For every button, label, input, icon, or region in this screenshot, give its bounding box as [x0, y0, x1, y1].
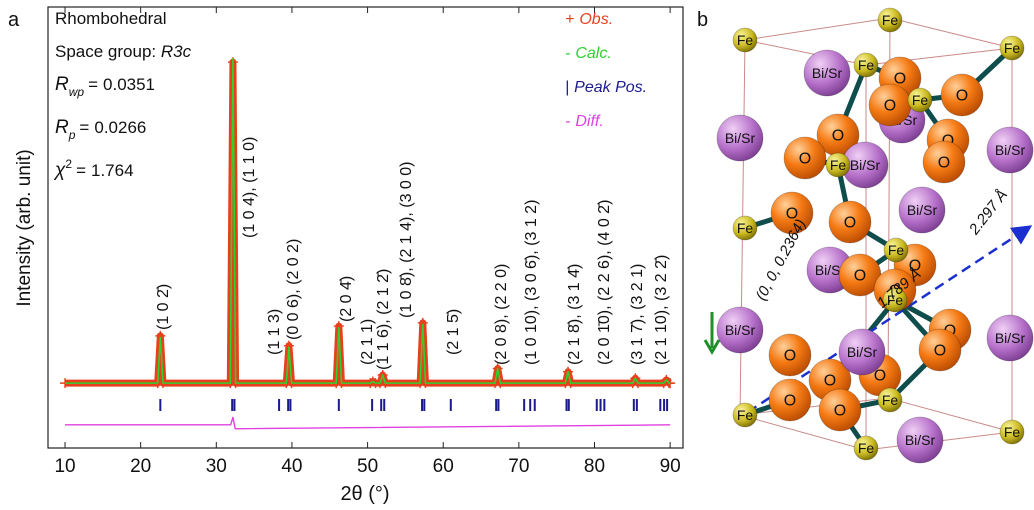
peak-label: (2 0 8), (2 2 0)	[493, 264, 510, 365]
peak-label: (1 0 8̄), (2 1 4), (3 0 0)	[398, 161, 415, 318]
space-group-text: Space group:	[55, 42, 156, 61]
stat-value: 1.764	[91, 161, 134, 180]
atom-label: Bi/Sr	[995, 330, 1026, 346]
atom-label: Bi/Sr	[847, 344, 878, 360]
panel-label: b	[697, 9, 708, 31]
x-tick-label: 90	[660, 456, 681, 477]
atom-label: Bi/Sr	[907, 202, 938, 218]
atom-label: Fe	[830, 157, 847, 173]
refinement-stat: χ2 = 1.764	[53, 157, 134, 181]
atom-label: O	[844, 215, 856, 232]
y-axis-label: Intensity (arb. unit)	[14, 149, 35, 306]
x-tick-label: 50	[357, 456, 378, 477]
atom-label: Fe	[912, 92, 929, 108]
peak-label: (3 1 7̄), (3 2 1)	[629, 264, 646, 365]
atom-label: O	[834, 403, 846, 420]
peak-label: (1 1 6), (2 1 2̄)	[375, 269, 392, 370]
figure: a b 2θ (°) Intensity (arb. unit) Rhomboh…	[0, 0, 1034, 510]
legend-entry: + Obs.	[565, 11, 613, 28]
refinement-stat: Rwp= 0.0351	[55, 74, 155, 99]
x-axis-label: 2θ (°)	[340, 483, 389, 505]
atom-label: O	[884, 98, 896, 115]
atom-label: O	[784, 393, 796, 410]
x-tick-label: 70	[508, 456, 529, 477]
stat-superscript: 2	[65, 157, 72, 171]
atom-label: O	[784, 348, 796, 365]
crystal-structure: Bi/Sr Bi/Sr Bi/Sr Bi/Sr Bi/Sr Bi/Sr Bi/Sr Bi/Sr…	[705, 8, 1033, 463]
peak-label: (0 0 6), (2 0 2)	[285, 239, 302, 340]
stat-subscript: p	[68, 128, 76, 142]
peak-label: (1 0 2̄)	[155, 284, 172, 330]
atom-label: O	[934, 343, 946, 360]
legend-entry: -Diff.	[565, 113, 604, 130]
structure-annotation: 2.297 Å	[965, 187, 1011, 239]
atom-label: Fe	[858, 440, 875, 456]
stat-relation: =	[88, 75, 98, 94]
space-group: Space group: R3c	[55, 42, 192, 61]
atom-label: Fe	[737, 32, 754, 48]
x-tick-label: 10	[54, 456, 75, 477]
stat-value: 0.0266	[94, 118, 146, 137]
peak-label: (2 0 1̄0), (2 2 6), (4 0 2̄)	[596, 200, 613, 365]
peak-label: (2 0 4̄)	[338, 276, 355, 322]
stat-symbol: R	[55, 74, 69, 95]
legend-symbol: -	[565, 45, 570, 62]
atom-label: O	[938, 155, 950, 172]
atom-label: O	[824, 373, 836, 390]
legend-entry: -Calc.	[565, 45, 612, 62]
atom-label: O	[956, 88, 968, 105]
atom-label: Bi/Sr	[995, 142, 1026, 158]
peak-label: (2 1 5̄)	[445, 309, 462, 355]
atom-label: Fe	[888, 242, 905, 258]
series-line	[65, 417, 670, 428]
legend-name: Diff.	[575, 113, 603, 130]
legend-symbol: |	[565, 79, 569, 96]
atom-label: Bi/Sr	[725, 130, 756, 146]
atom-label: O	[799, 151, 811, 168]
legend-symbol: -	[565, 113, 570, 130]
atom-label: Bi/Sr	[905, 432, 936, 448]
stat-relation: =	[76, 161, 86, 180]
atom-label: Fe	[1004, 424, 1021, 440]
space-group-symbol: R3c	[161, 42, 192, 61]
atom-label: Bi/Sr	[850, 157, 881, 173]
peak-label: (2 1 10), (3 2 2̄)	[653, 255, 670, 365]
stat-value: 0.0351	[103, 75, 155, 94]
atom-label: Fe	[737, 407, 754, 423]
atom-label: Fe	[858, 57, 875, 73]
x-tick-label: 80	[584, 456, 605, 477]
atom-label: Fe	[737, 220, 754, 236]
stat-relation: =	[79, 118, 89, 137]
legend-name: Calc.	[575, 45, 611, 62]
legend-name: Peak Pos.	[574, 79, 647, 96]
peak-label: (1 1 3)	[266, 309, 283, 355]
x-tick-label: 20	[130, 456, 151, 477]
atom-label: Bi/Sr	[812, 65, 843, 81]
atom-label: Bi/Sr	[725, 322, 756, 338]
atom-label: Fe	[882, 392, 899, 408]
atom-label: O	[854, 268, 866, 285]
phase-label: Rhombohedral	[55, 9, 167, 28]
peak-label: (2 1 1)	[359, 319, 376, 365]
panel-label: a	[8, 9, 20, 31]
atom-label: O	[832, 128, 844, 145]
atom-label: Fe	[882, 12, 899, 28]
x-tick-label: 60	[433, 456, 454, 477]
stat-symbol: R	[55, 117, 69, 138]
x-tick-label: 40	[281, 456, 302, 477]
peak-label: (1 0 4), (1 1 0)	[241, 137, 258, 238]
atom-label: Fe	[1004, 40, 1021, 56]
stat-symbol: χ	[53, 160, 66, 181]
x-tick-label: 30	[206, 456, 227, 477]
legend-symbol: +	[565, 11, 574, 28]
legend-entry: | Peak Pos.	[565, 79, 647, 96]
stat-subscript: wp	[69, 85, 85, 99]
peak-label: (1 0 10), (3 0 6̄), (3 1 2)	[523, 200, 540, 365]
peak-label: (2 1 8̄), (3 1 4̄)	[566, 264, 583, 365]
legend-name: Obs.	[579, 11, 613, 28]
refinement-stat: Rp= 0.0266	[55, 117, 146, 142]
